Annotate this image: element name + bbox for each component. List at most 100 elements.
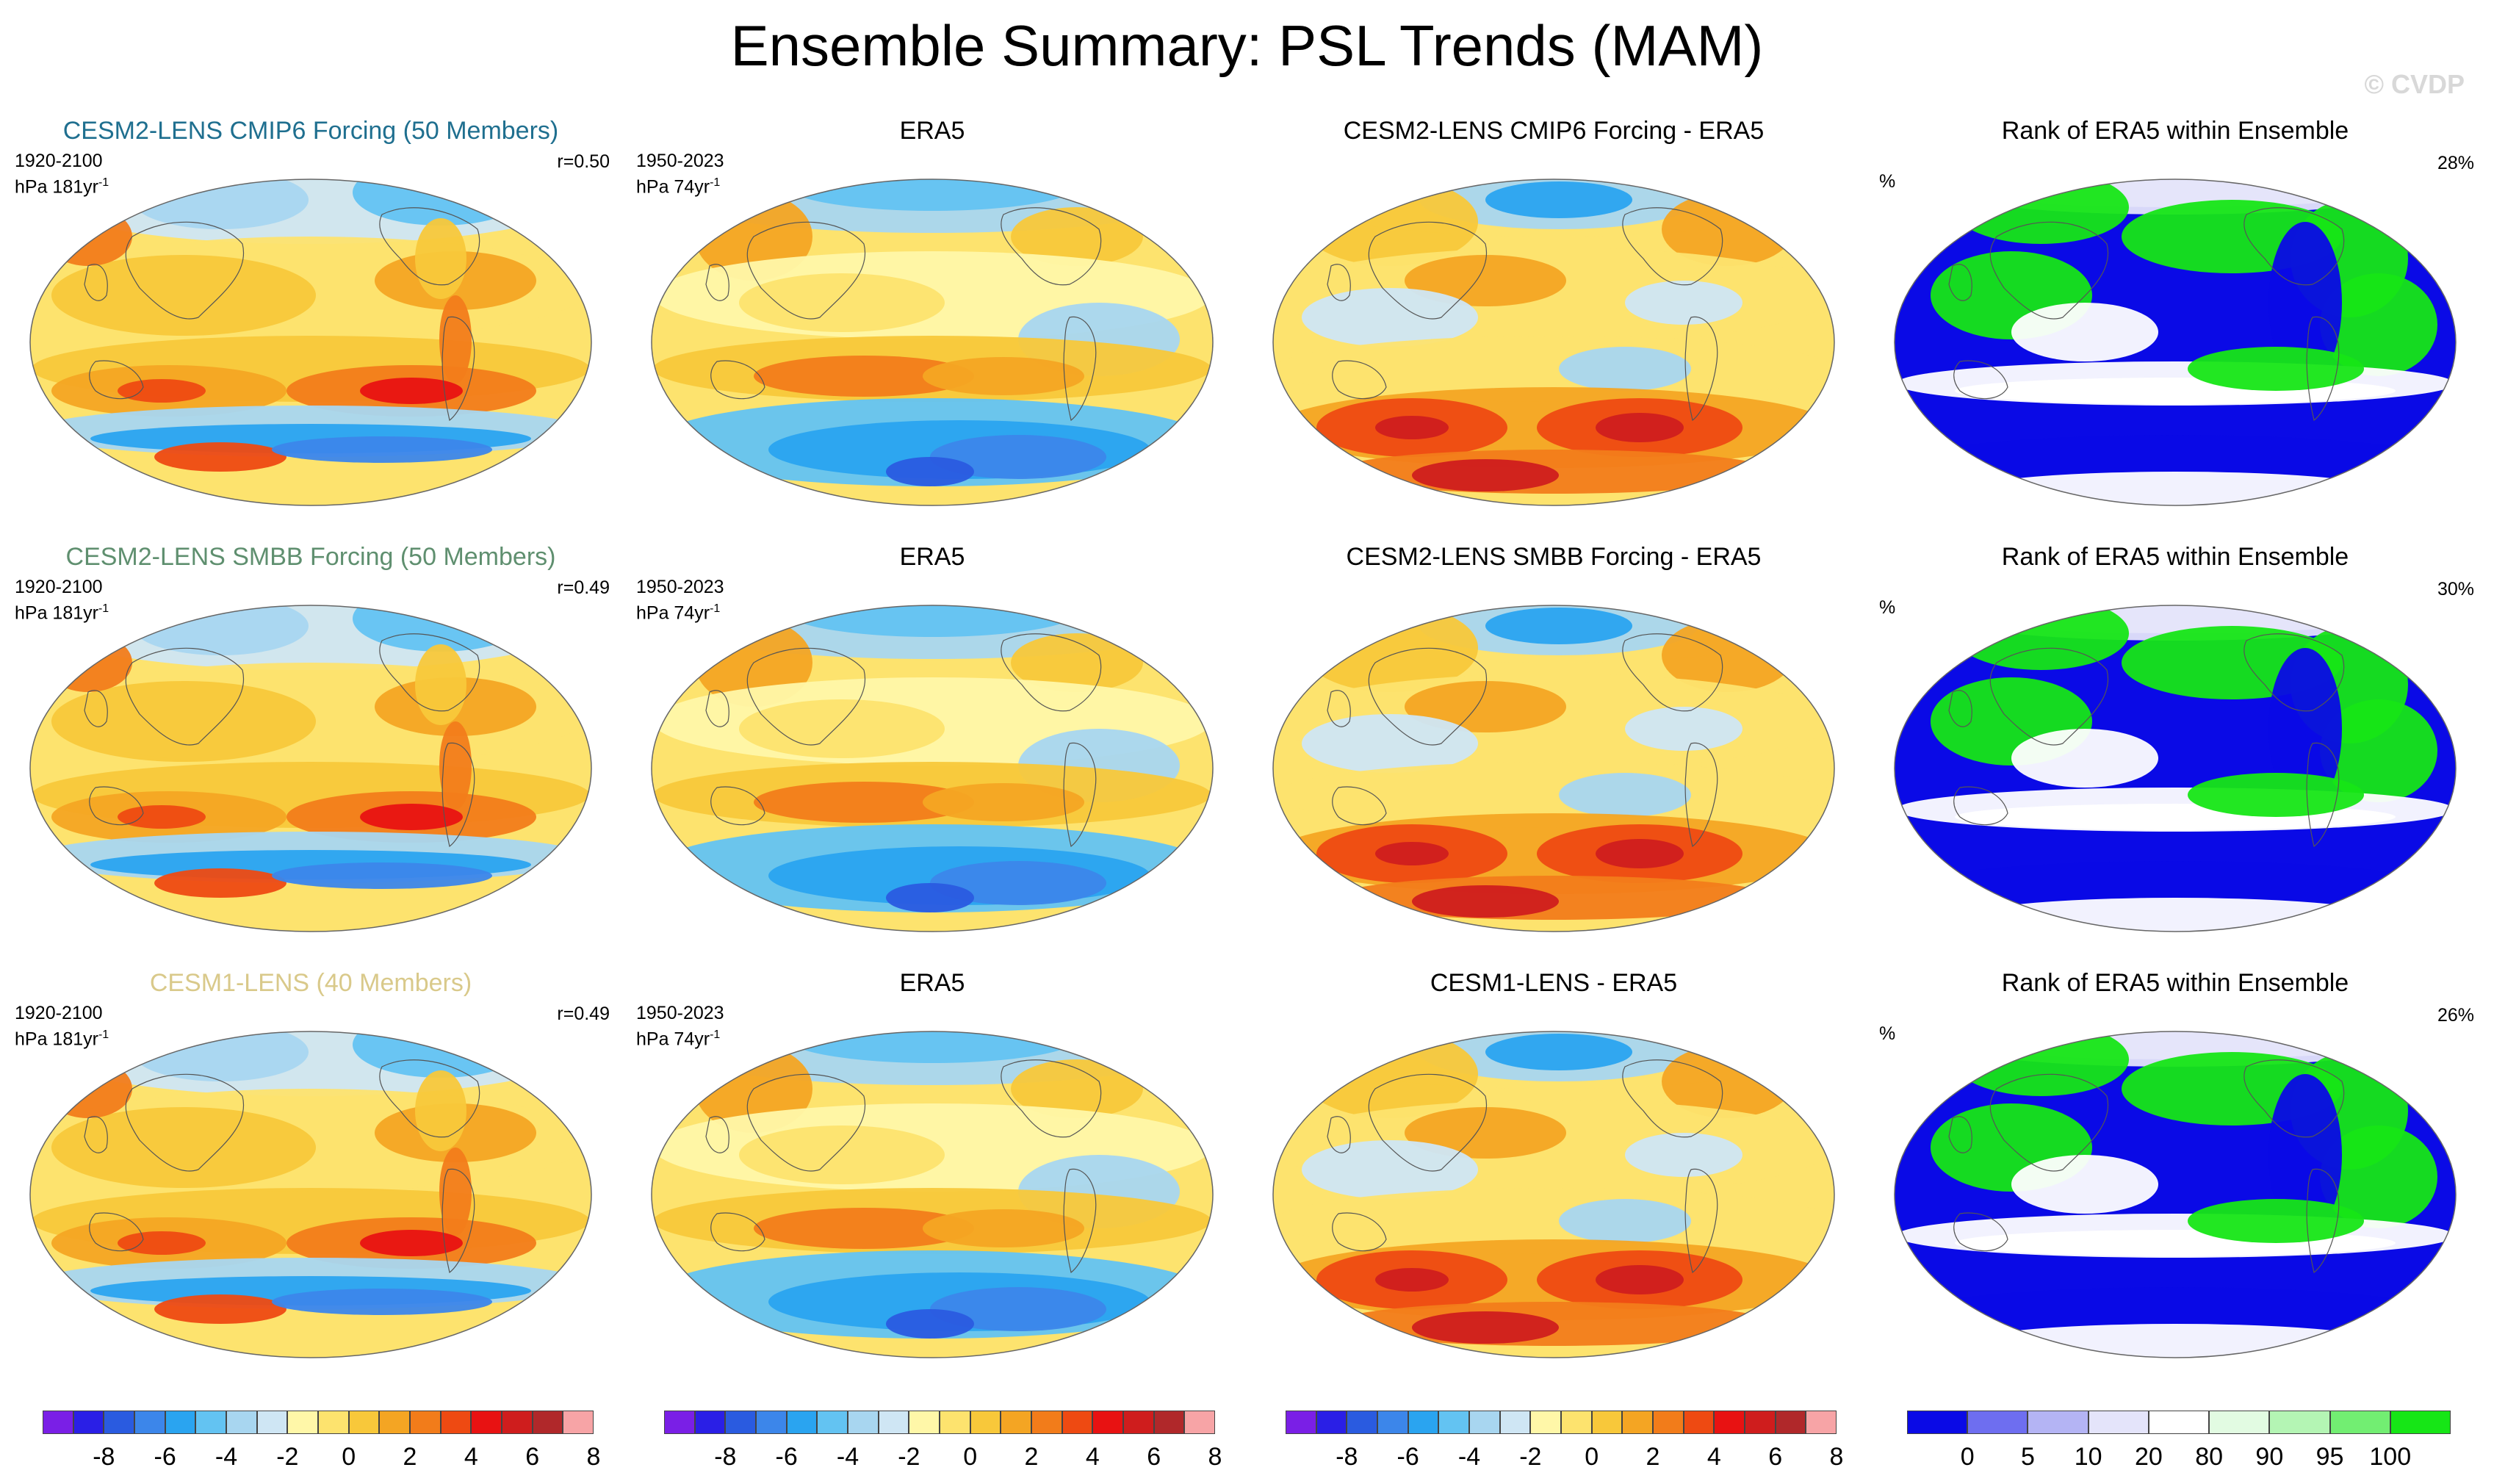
panel-model-info: 1920-2100 hPa 181yr-1	[15, 150, 109, 198]
panel-rank-title: Rank of ERA5 within Ensemble	[2001, 117, 2349, 145]
colorbar-swatch	[756, 1411, 787, 1434]
colorbar-swatch	[471, 1411, 502, 1434]
map-diff-trend	[1272, 179, 1835, 506]
model-units: hPa 181yr	[15, 602, 98, 624]
colorbar-swatch	[379, 1411, 410, 1434]
colorbar-swatch	[1530, 1411, 1561, 1434]
colorbar-tick-label: 0	[342, 1443, 356, 1471]
panel-model-info: 1920-2100 hPa 181yr-1	[15, 576, 109, 624]
panel-model-title: CESM2-LENS CMIP6 Forcing (50 Members)	[62, 117, 559, 145]
map-obs-trend	[651, 179, 1214, 506]
colorbar-swatch	[410, 1411, 441, 1434]
rank-percent: 30%	[2437, 579, 2474, 599]
colorbar-tick-label: 0	[1585, 1443, 1599, 1471]
map-diff-trend	[1272, 605, 1835, 932]
colorbar-swatch	[909, 1411, 940, 1434]
colorbar-tick-label: 6	[525, 1443, 540, 1471]
colorbar-swatch	[786, 1411, 818, 1434]
colorbar-obs: -8 -6 -4 -2 0 2 4 6 8	[664, 1411, 1222, 1477]
colorbar-tick-label: -6	[775, 1443, 798, 1471]
model-units-exp: -1	[98, 1029, 109, 1041]
obs-units-exp: -1	[710, 1029, 721, 1041]
colorbar-tick-label: -8	[714, 1443, 737, 1471]
map-rank	[1894, 179, 2457, 506]
colorbar-swatch	[2329, 1411, 2390, 1434]
colorbar-tick-label: 2	[1646, 1443, 1660, 1471]
colorbar-swatch	[1062, 1411, 1093, 1434]
colorbar-tick-label: 2	[1024, 1443, 1039, 1471]
colorbar-tick-label: -8	[1336, 1443, 1358, 1471]
colorbar-tick-label: 5	[2020, 1443, 2035, 1471]
model-period: 1920-2100	[15, 1003, 103, 1023]
colorbar-swatch	[563, 1411, 594, 1434]
colorbar-swatch	[1408, 1411, 1439, 1434]
colorbar-swatch	[2088, 1411, 2149, 1434]
panel-obs-title: ERA5	[899, 969, 965, 997]
panel-obs-title: ERA5	[899, 543, 965, 571]
obs-period: 1950-2023	[636, 577, 724, 597]
colorbar-swatch	[318, 1411, 349, 1434]
model-period: 1920-2100	[15, 151, 103, 171]
panel-rank-row2: Rank of ERA5 within Ensemble % 30%	[1864, 542, 2486, 961]
rank-percent: 26%	[2437, 1005, 2474, 1026]
rank-percent: 28%	[2437, 153, 2474, 173]
map-obs-trend	[651, 1031, 1214, 1358]
colorbar-swatch	[1775, 1411, 1806, 1434]
colorbar-swatch	[1967, 1411, 2028, 1434]
panel-obs-row1: ERA5 1950-2023 hPa 74yr-1	[621, 116, 1243, 535]
colorbar-tick-label: 95	[2315, 1443, 2344, 1471]
colorbar-swatch	[287, 1411, 318, 1434]
colorbar-swatch	[2028, 1411, 2088, 1434]
colorbar-rank: 0 5 10 20 80 90 95 100	[1907, 1411, 2451, 1477]
obs-units: hPa 74yr	[636, 1029, 710, 1050]
colorbar-swatch	[2269, 1411, 2330, 1434]
colorbar-swatch	[1499, 1411, 1531, 1434]
colorbar-swatch	[1031, 1411, 1062, 1434]
colorbar-swatch	[1683, 1411, 1715, 1434]
colorbar-swatch	[1184, 1411, 1215, 1434]
colorbar-swatch	[1123, 1411, 1154, 1434]
model-units: hPa 181yr	[15, 1029, 98, 1050]
panel-model-info: 1920-2100 hPa 181yr-1	[15, 1002, 109, 1050]
rank-unit: %	[1879, 597, 1896, 618]
obs-units: hPa 74yr	[636, 602, 710, 624]
panel-diff-row2: CESM2-LENS SMBB Forcing - ERA5	[1243, 542, 1864, 961]
colorbar-tick-label: -4	[1457, 1443, 1481, 1471]
colorbar-swatch	[1907, 1411, 1968, 1434]
colorbar-tick-label: 4	[464, 1443, 478, 1471]
colorbar-tick-label: 0	[963, 1443, 978, 1471]
panel-diff-row3: CESM1-LENS - ERA5	[1243, 968, 1864, 1387]
colorbar-swatch	[532, 1411, 563, 1434]
colorbar-swatch	[104, 1411, 134, 1434]
colorbar-swatch	[195, 1411, 226, 1434]
map-model-trend	[29, 1031, 592, 1358]
panel-model-title: CESM2-LENS SMBB Forcing (50 Members)	[65, 543, 556, 571]
colorbar-swatch	[1745, 1411, 1776, 1434]
colorbar-tick-label: 0	[1960, 1443, 1975, 1471]
map-model-trend	[29, 605, 592, 932]
colorbar-tick-label: 8	[1829, 1443, 1844, 1471]
colorbar-tick-label: 2	[403, 1443, 417, 1471]
rank-unit: %	[1879, 1023, 1896, 1044]
colorbar-swatch	[878, 1411, 909, 1434]
colorbar-swatch	[817, 1411, 848, 1434]
map-diff-trend	[1272, 1031, 1835, 1358]
panel-obs-row3: ERA5 1950-2023 hPa 74yr-1	[621, 968, 1243, 1387]
panel-model-title: CESM1-LENS (40 Members)	[149, 969, 472, 997]
panel-model-row3: CESM1-LENS (40 Members) 1920-2100 hPa 18…	[0, 968, 621, 1387]
colorbar-tick-label: -4	[836, 1443, 859, 1471]
colorbar-diff: -8 -6 -4 -2 0 2 4 6 8	[1286, 1411, 1843, 1477]
colorbar-swatch	[664, 1411, 695, 1434]
colorbar-swatch	[256, 1411, 288, 1434]
model-period: 1920-2100	[15, 577, 103, 597]
figure-title: Ensemble Summary: PSL Trends (MAM)	[730, 13, 1764, 78]
obs-units-exp: -1	[710, 176, 721, 189]
colorbar-swatch	[1438, 1411, 1469, 1434]
colorbar-swatch	[165, 1411, 196, 1434]
copyright-watermark: © CVDP	[2364, 69, 2465, 99]
colorbar-tick-label: 8	[1208, 1443, 1222, 1471]
colorbar-tick-label: -2	[898, 1443, 920, 1471]
panel-obs-row2: ERA5 1950-2023 hPa 74yr-1	[621, 542, 1243, 961]
model-units: hPa 181yr	[15, 176, 98, 198]
map-obs-trend	[651, 605, 1214, 932]
